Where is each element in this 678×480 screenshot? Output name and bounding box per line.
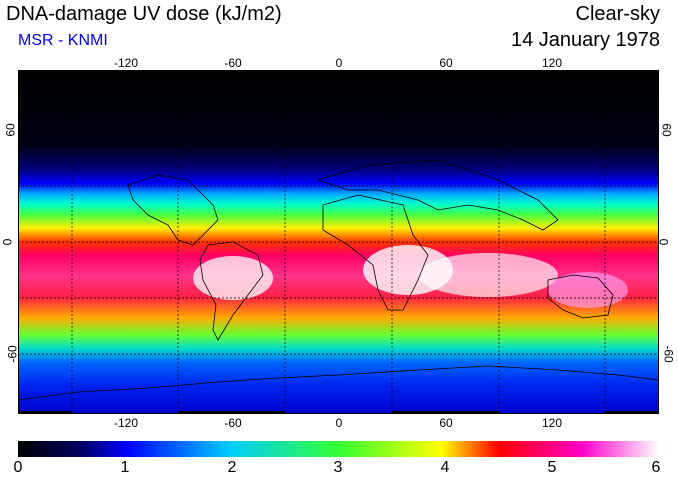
lon-label-bottom: -60	[224, 416, 242, 430]
uv-dose-map	[18, 70, 659, 414]
frame-tick	[178, 70, 285, 73]
colorbar-tick: 3	[333, 459, 343, 476]
lon-label-top: -120	[113, 56, 139, 70]
lat-label-right: -60	[661, 345, 676, 363]
colorbar	[18, 441, 659, 457]
frame-tick	[605, 70, 659, 73]
coast-africa	[322, 194, 429, 311]
lat-label-left: 60	[3, 123, 18, 137]
lon-label-top: 120	[541, 56, 563, 70]
source-label: MSR - KNMI	[18, 32, 108, 49]
lat-label-left: -60	[5, 345, 20, 363]
uv-hotspot-australia	[548, 272, 628, 308]
colorbar-tick: 5	[547, 459, 557, 476]
lat-label-right: 0	[656, 238, 671, 246]
frame-tick	[605, 411, 659, 414]
colorbar-tick: 0	[13, 459, 23, 476]
lat-label-left: 0	[0, 238, 15, 246]
lon-label-bottom: -120	[113, 416, 139, 430]
lon-label-top: -60	[224, 56, 242, 70]
date-label: 14 January 1978	[510, 29, 660, 51]
frame-tick	[18, 70, 72, 73]
coastlines	[18, 159, 659, 401]
lon-label-bottom: 0	[335, 416, 343, 430]
lon-label-bottom: 120	[541, 416, 563, 430]
lat-label-right: 60	[659, 123, 674, 137]
coast-antarctica	[18, 365, 659, 401]
lon-label-top: 0	[335, 56, 343, 70]
frame-ticks	[18, 70, 659, 414]
coast-eurasia	[316, 159, 559, 231]
graticule	[18, 70, 659, 414]
coast-north-america	[127, 174, 219, 246]
uv-hotspot-indian-ocean	[418, 253, 558, 297]
lon-label-top: 60	[439, 56, 453, 70]
coast-south-america	[199, 241, 264, 341]
sky-condition: Clear-sky	[575, 3, 660, 25]
coast-australia	[547, 274, 614, 319]
frame-tick	[18, 411, 72, 414]
colorbar-tick: 1	[120, 459, 130, 476]
colorbar-tick: 2	[227, 459, 237, 476]
colorbar-tick: 4	[440, 459, 450, 476]
frame-tick	[392, 70, 499, 73]
colorbar-tick: 6	[651, 459, 661, 476]
colorbar-gradient	[18, 441, 659, 457]
frame-tick	[392, 411, 499, 414]
lon-label-bottom: 60	[439, 416, 453, 430]
frame-tick	[178, 411, 285, 414]
title: DNA-damage UV dose (kJ/m2)	[6, 3, 282, 25]
map-frame	[18, 70, 659, 414]
